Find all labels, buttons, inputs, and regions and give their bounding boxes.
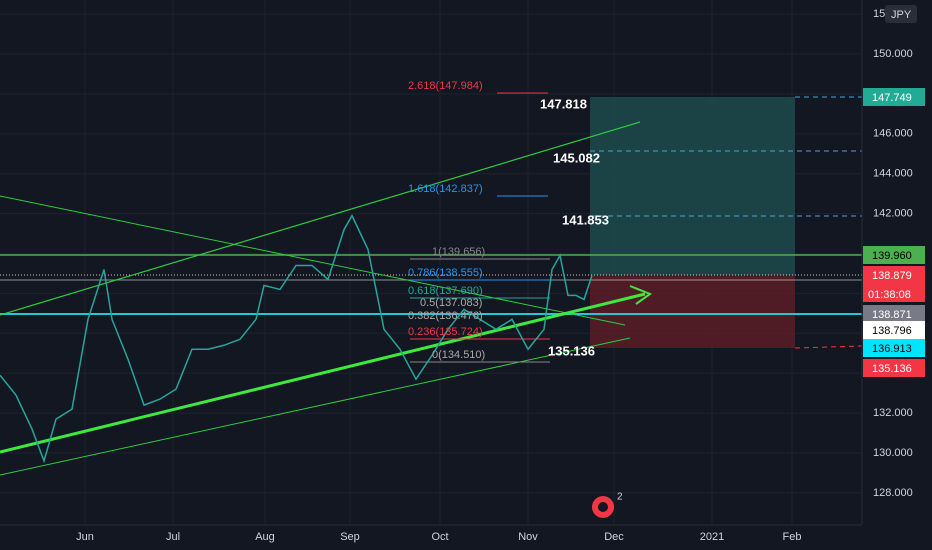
price-tag [863,88,925,106]
price-tag-text: 139.960 [872,250,912,262]
price-tag [863,359,925,377]
fib-label: 0.618(137.690) [408,285,483,297]
price-tag [863,321,925,339]
x-tick-label: Aug [255,531,275,543]
price-tag [863,246,925,264]
loss-zone [590,275,795,348]
fib-label: 1.618(142.837) [408,183,483,195]
y-tick-label: 150.000 [873,48,913,60]
price-tag [863,305,925,323]
logo-inner [598,502,608,512]
y-tick-label: 142.000 [873,208,913,220]
trend-line [0,195,626,326]
fib-label: 0(134.510) [432,349,485,361]
price-tag-text: 138.871 [872,309,912,321]
x-tick-label: Feb [783,531,802,543]
y-tick-label: 128.000 [873,487,913,499]
fib-label: 0.786(138.555) [408,267,483,279]
price-tag-text: 147.749 [872,92,912,104]
y-tick-label: 132.000 [873,407,913,419]
price-tag-text: 135.136 [872,363,912,375]
annotation: 145.082 [553,150,600,165]
annotation: 147.818 [540,96,587,111]
x-tick-label: Sep [340,531,360,543]
price-tag [863,266,925,302]
annotation: 141.853 [562,212,609,227]
y-tick-label: 146.000 [873,128,913,140]
countdown: 01:38:08 [868,289,911,301]
y-tick-label: 130.000 [873,447,913,459]
price-line [0,214,593,464]
currency[interactable]: JPY [891,9,912,21]
fib-label: 0.5(137.083) [420,297,482,309]
x-tick-label: Oct [431,531,448,543]
y-tick-label: 144.000 [873,168,913,180]
fib-label: 2.618(147.984) [408,80,483,92]
price-tag-text: 138.796 [872,325,912,337]
price-tag [863,339,925,357]
trend-line [0,337,631,476]
annotation: 135.136 [548,343,595,358]
x-tick-label: Dec [604,531,624,543]
price-tag-text: 136.913 [872,343,912,355]
x-tick-label: Jul [166,531,180,543]
fib-label: 0.382(136.476) [408,310,483,322]
arrow-head [629,285,653,305]
x-tick-label: Jun [76,531,94,543]
currency-box[interactable] [885,5,917,23]
price-series [0,214,593,464]
trend-line [0,292,646,454]
profit-zone [590,97,795,275]
x-tick-label: 2021 [700,531,724,543]
x-tick-label: Nov [518,531,538,543]
badge-count: 2 [617,492,623,503]
fib-label: 0.236(135.724) [408,326,483,338]
fib-label: 1(139.656) [432,246,485,258]
price-tag-text: 138.879 [872,270,912,282]
stop-line [794,345,863,349]
